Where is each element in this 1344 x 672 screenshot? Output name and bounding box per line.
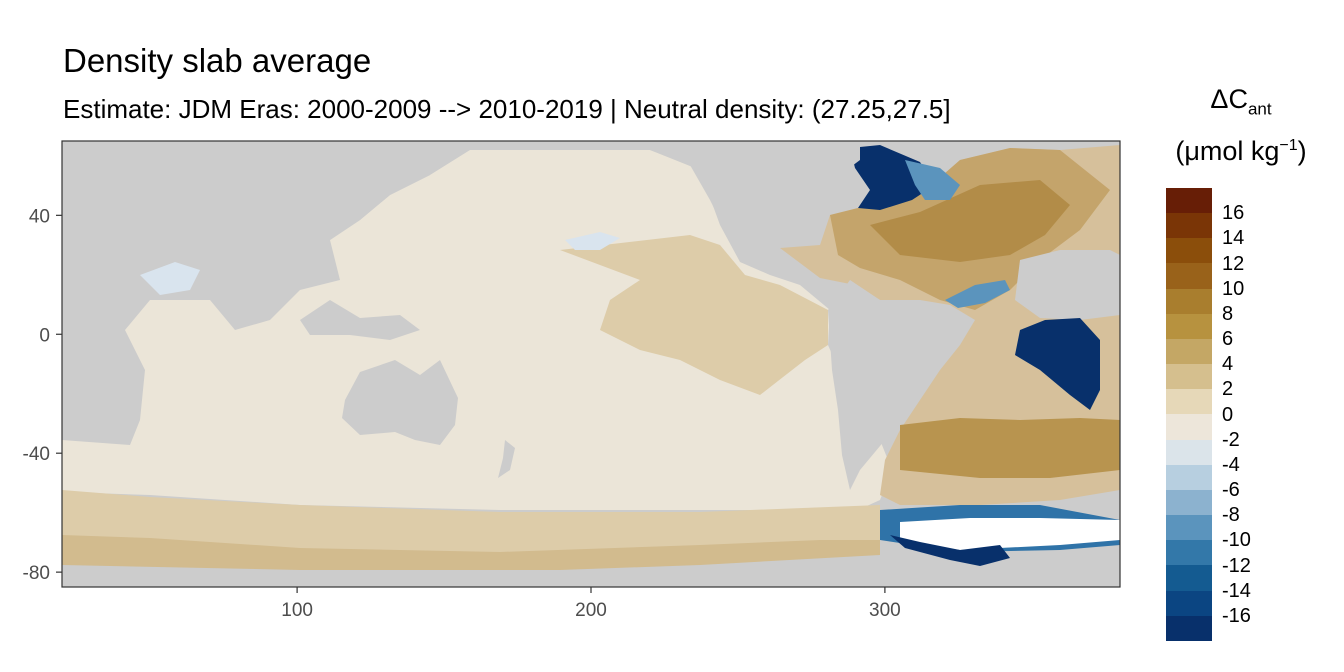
region-south-atlantic-core [900, 418, 1120, 478]
region-labrador-sea [850, 145, 935, 210]
colorbar-segment [1166, 238, 1212, 264]
region-north-atlantic-core [870, 180, 1070, 262]
colorbar-segment [1166, 464, 1212, 490]
colorbar-label: 2 [1222, 378, 1234, 401]
colorbar-label: -8 [1222, 504, 1240, 527]
legend-unit-close: ) [1297, 136, 1307, 166]
x-tick-label: 300 [869, 600, 901, 621]
y-tick-label: 40 [29, 206, 50, 227]
region-southern-core [62, 535, 880, 570]
colorbar-label: 14 [1222, 227, 1245, 250]
colorbar-segment [1166, 263, 1212, 289]
colorbar-segment [1166, 439, 1212, 465]
colorbar-label: -4 [1222, 453, 1240, 476]
colorbar-label: -6 [1222, 479, 1240, 501]
region-east-tropical-atlantic [1015, 318, 1100, 410]
region-weddell-sea [890, 535, 1010, 566]
y-tick-label: 0 [39, 325, 50, 346]
colorbar-label: -12 [1222, 554, 1251, 577]
colorbar-segment [1166, 615, 1212, 641]
legend-title-variable: ΔCant [1166, 84, 1316, 119]
map-panel [62, 141, 1120, 587]
legend-unit-open: (μmol kg [1175, 136, 1280, 166]
land-antarctica [62, 545, 1120, 587]
legend-title-unit: (μmol kg−1) [1166, 136, 1316, 167]
land-eurasia [62, 141, 430, 275]
colorbar-label: -10 [1222, 529, 1251, 552]
colorbar-segment [1166, 389, 1212, 415]
colorbar-label: -16 [1222, 604, 1251, 627]
colorbar-label: 8 [1222, 302, 1234, 325]
land-new-zealand [498, 440, 515, 478]
legend-unit-sup: −1 [1279, 137, 1298, 154]
colorbar-segment [1166, 590, 1212, 616]
y-tick-label: -40 [23, 444, 50, 465]
land-maritime-asia [300, 300, 420, 340]
colorbar [1166, 188, 1212, 641]
region-arabian-sea [140, 262, 200, 295]
region-tropical-pacific [560, 235, 828, 395]
colorbar-label: -2 [1222, 428, 1240, 451]
plot-subtitle: Estimate: JDM Eras: 2000-2009 --> 2010-2… [63, 94, 951, 124]
colorbar-label: 16 [1222, 202, 1245, 225]
land-africa [1015, 250, 1120, 320]
land-north-america [560, 141, 860, 260]
legend-title-sub: ant [1247, 99, 1272, 119]
colorbar-segment [1166, 515, 1212, 541]
legend-title-main: ΔC [1210, 84, 1248, 114]
colorbar-segment [1166, 213, 1212, 239]
colorbar-label: 4 [1222, 353, 1234, 376]
colorbar-label: -14 [1222, 579, 1251, 602]
region-nw-pacific [565, 232, 620, 250]
colorbar-segment [1166, 540, 1212, 566]
x-tick-label: 200 [575, 600, 607, 621]
colorbar-label: 12 [1222, 252, 1245, 275]
region-labrador-edge [905, 160, 960, 200]
land-australia [342, 360, 458, 445]
colorbar-segment [1166, 288, 1212, 314]
colorbar-segment [1166, 489, 1212, 516]
x-tick-label: 100 [281, 600, 313, 621]
colorbar-segment [1166, 414, 1212, 440]
region-weddell-ice [900, 518, 1120, 550]
plot-title: Density slab average [63, 42, 372, 79]
land-south-america [828, 280, 955, 490]
colorbar-segment [1166, 338, 1212, 365]
region-mid-atlantic-anomaly [945, 280, 1010, 308]
y-tick-label: -80 [23, 563, 50, 584]
colorbar-segment [1166, 364, 1212, 390]
colorbar-label: 0 [1222, 403, 1234, 426]
colorbar-label: 6 [1222, 328, 1234, 350]
colorbar-label: 10 [1222, 277, 1245, 300]
colorbar-segment [1166, 565, 1212, 591]
colorbar-segment [1166, 313, 1212, 339]
colorbar-segment [1166, 188, 1212, 214]
